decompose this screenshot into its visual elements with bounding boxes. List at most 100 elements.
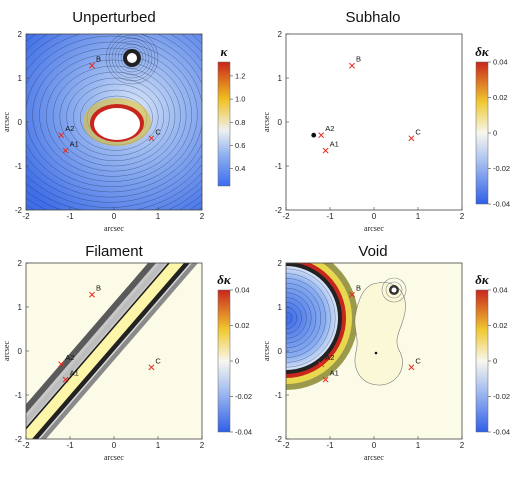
image-marker-c — [408, 135, 415, 142]
image-marker-a2 — [318, 132, 325, 139]
panel-title: Unperturbed — [72, 9, 155, 26]
panel-filament: Filament — [25, 243, 203, 440]
x-axis-label: arcsec — [364, 224, 384, 233]
x-tick-label: 1 — [416, 212, 421, 221]
filament-map — [26, 263, 202, 439]
x-tick-label: 2 — [460, 212, 465, 221]
colorbar-symbol: δκ — [217, 272, 232, 287]
image-label: A1 — [70, 140, 79, 149]
colorbar-tick-label: 1.0 — [235, 95, 245, 104]
image-label: B — [356, 55, 361, 64]
image-label: B — [96, 55, 101, 64]
x-tick-label: 1 — [416, 441, 421, 450]
image-label: C — [155, 356, 161, 365]
colorbar-tick-label: -0.04 — [493, 428, 510, 437]
image-label: C — [415, 356, 421, 365]
x-tick-label: -1 — [66, 212, 74, 221]
y-tick-label: 2 — [18, 259, 23, 268]
image-marker-c — [408, 364, 415, 371]
colorbar-tick-label: -0.04 — [235, 428, 252, 437]
x-tick-label: 2 — [460, 441, 465, 450]
image-label: A2 — [65, 124, 74, 133]
x-tick-label: -1 — [326, 441, 334, 450]
y-tick-label: 0 — [18, 347, 23, 356]
colorbar: δκ0.04 0.02 0 -0.02 -0.04 — [475, 44, 510, 209]
image-marker-b — [349, 62, 355, 69]
x-tick-label: 1 — [156, 212, 161, 221]
y-tick-label: 1 — [278, 74, 283, 83]
panel-unperturbed: Unperturbed — [25, 9, 203, 211]
image-label: A2 — [325, 353, 334, 362]
image-marker-a1 — [62, 376, 69, 383]
y-tick-label: -2 — [15, 206, 23, 215]
colorbar-symbol: δκ — [475, 44, 490, 59]
image-marker-b — [89, 62, 95, 69]
colorbar-tick-label: -0.02 — [493, 164, 510, 173]
x-tick-label: -2 — [282, 212, 290, 221]
image-marker-a2 — [58, 132, 65, 139]
x-tick-label: 0 — [372, 212, 377, 221]
image-label: A2 — [65, 353, 74, 362]
y-axis-label: arcsec — [2, 341, 11, 361]
image-marker-a2 — [58, 361, 65, 368]
x-tick-label: -2 — [22, 441, 30, 450]
image-label: B — [356, 284, 361, 293]
x-tick-label: -2 — [22, 212, 30, 221]
image-label: B — [96, 284, 101, 293]
x-tick-label: 0 — [112, 441, 117, 450]
image-label: A2 — [325, 124, 334, 133]
image-marker-c — [148, 364, 155, 371]
y-tick-label: 0 — [278, 118, 283, 127]
y-tick-label: -1 — [15, 391, 23, 400]
y-tick-label: 2 — [278, 259, 283, 268]
y-tick-label: 2 — [18, 30, 23, 39]
colorbar: κ 1.2 1.0 0.8 0.6 0.4 — [217, 44, 245, 187]
x-tick-label: 2 — [200, 441, 205, 450]
colorbar-tick-label: -0.02 — [235, 392, 252, 401]
y-tick-label: -2 — [15, 435, 23, 444]
colorbar-tick-label: 0.02 — [235, 321, 250, 330]
panel-title: Void — [358, 243, 387, 260]
panel-void: Void — [285, 243, 463, 440]
colorbar-tick-label: 0.02 — [493, 321, 508, 330]
panel-title: Subhalo — [345, 9, 400, 26]
image-label: A1 — [330, 140, 339, 149]
panel-title: Filament — [85, 243, 143, 260]
y-axis-label: arcsec — [262, 341, 271, 361]
x-axis-label: arcsec — [104, 224, 124, 233]
colorbar-tick-label: 1.2 — [235, 71, 245, 80]
y-tick-label: -2 — [275, 206, 283, 215]
image-label: C — [415, 127, 421, 136]
colorbar-tick-label: 0.8 — [235, 118, 245, 127]
y-tick-label: -2 — [275, 435, 283, 444]
image-marker-a1 — [322, 147, 329, 154]
image-marker-a1 — [322, 376, 329, 383]
image-marker-c — [148, 135, 155, 142]
y-tick-label: 1 — [18, 303, 23, 312]
kappa-map — [26, 34, 202, 210]
y-axis-label: arcsec — [2, 112, 11, 132]
y-tick-label: -1 — [275, 162, 283, 171]
image-label: C — [155, 127, 161, 136]
x-tick-label: 2 — [200, 212, 205, 221]
x-tick-label: -1 — [326, 212, 334, 221]
x-tick-label: 0 — [372, 441, 377, 450]
y-tick-label: 1 — [278, 303, 283, 312]
colorbar-tick-label: 0.04 — [493, 286, 508, 295]
image-marker-a1 — [62, 147, 69, 154]
y-tick-label: 2 — [278, 30, 283, 39]
x-tick-label: -2 — [282, 441, 290, 450]
y-tick-label: 0 — [278, 347, 283, 356]
colorbar-tick-label: 0 — [493, 357, 497, 366]
y-tick-label: -1 — [15, 162, 23, 171]
y-tick-label: 1 — [18, 74, 23, 83]
colorbar-symbol: κ — [221, 44, 229, 59]
void-map — [286, 263, 462, 439]
x-tick-label: 1 — [156, 441, 161, 450]
y-tick-label: -1 — [275, 391, 283, 400]
image-marker-a2 — [318, 361, 325, 368]
colorbar-symbol: δκ — [475, 272, 490, 287]
x-tick-label: 0 — [112, 212, 117, 221]
colorbar-tick-label: 0 — [493, 129, 497, 138]
